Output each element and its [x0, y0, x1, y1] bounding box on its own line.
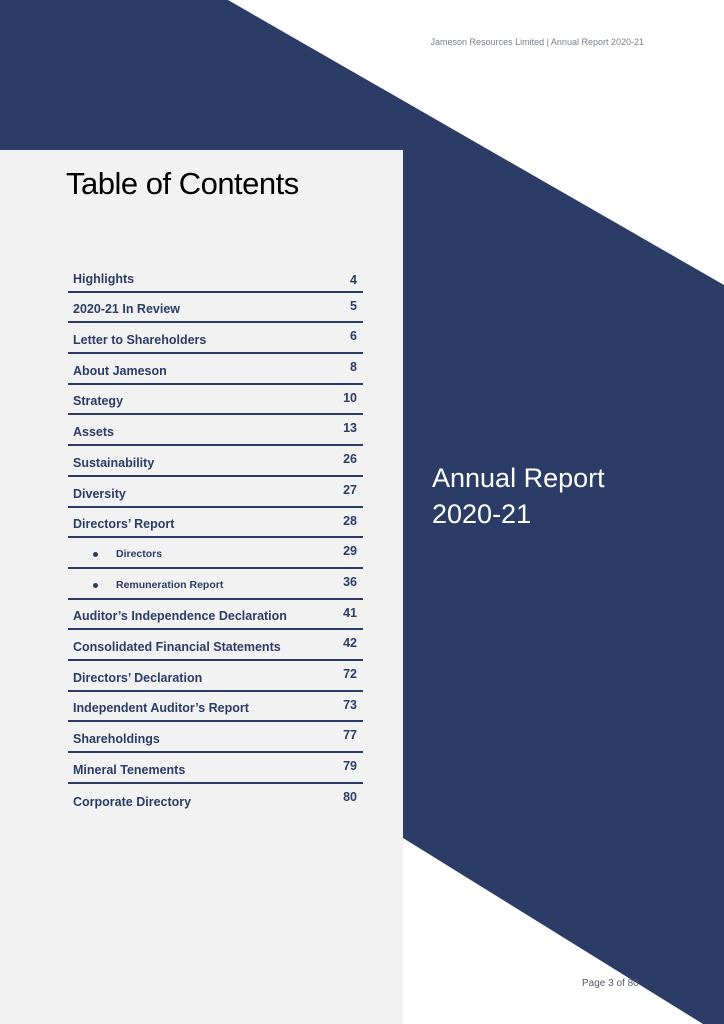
toc-item-label: Independent Auditor’s Report: [73, 701, 249, 716]
toc-item-label: Directors’ Declaration: [73, 670, 203, 685]
toc-item[interactable]: Sustainability 26: [68, 446, 363, 477]
toc-item-label: Mineral Tenements: [73, 762, 186, 777]
running-header: Jameson Resources Limited | Annual Repor…: [430, 37, 644, 47]
toc-item-label: Shareholdings: [73, 732, 160, 746]
toc-item[interactable]: Mineral Tenements 79: [68, 753, 363, 784]
bullet-icon: [93, 551, 98, 557]
toc-subitem[interactable]: Remuneration Report 36: [68, 569, 363, 600]
toc-item-label: Directors: [116, 547, 163, 560]
toc-item-page: 26: [343, 452, 357, 467]
toc-item-page: 13: [343, 421, 357, 436]
page-number: Page 3 of 80: [582, 978, 639, 989]
toc-item[interactable]: Directors’ Report 28: [68, 508, 363, 539]
toc-item-page: 36: [343, 574, 357, 589]
toc-item-label: Sustainability: [73, 455, 155, 470]
toc-item-page: 29: [343, 544, 357, 559]
toc-item-page: 27: [343, 482, 357, 497]
toc-item[interactable]: Consolidated Financial Statements 42: [68, 630, 363, 661]
bullet-icon: [93, 582, 98, 588]
cover-title-line1: Annual Report: [432, 463, 605, 493]
toc-item[interactable]: Shareholdings 77: [68, 722, 363, 753]
toc-item-page: 6: [350, 329, 357, 344]
toc-item-page: 5: [350, 298, 357, 313]
toc-item-page: 4: [350, 273, 357, 287]
toc-item-label: Corporate Directory: [73, 795, 192, 810]
toc-item[interactable]: About Jameson 8: [68, 354, 363, 385]
toc-item-label: Remuneration Report: [116, 578, 224, 591]
toc-item-page: 42: [343, 636, 357, 651]
toc-item-label: Letter to Shareholders: [73, 333, 207, 348]
toc-item-page: 73: [343, 697, 357, 712]
cover-title: Annual Report 2020-21: [432, 460, 605, 532]
toc-item-page: 80: [343, 789, 357, 804]
toc-item[interactable]: Diversity 27: [68, 477, 363, 508]
toc-item-page: 10: [343, 390, 357, 405]
toc-item-label: Assets: [73, 425, 114, 440]
toc-item[interactable]: Letter to Shareholders 6: [68, 323, 363, 355]
toc-item[interactable]: Strategy 10: [68, 385, 363, 416]
toc-item-label: Auditor’s Independence Declaration: [73, 609, 287, 624]
toc-item-label: Diversity: [73, 486, 126, 501]
toc-item-label: Consolidated Financial Statements: [73, 639, 281, 654]
toc-item-page: 8: [350, 360, 357, 375]
toc-item-page: 77: [343, 728, 357, 743]
toc-item[interactable]: Highlights 4: [68, 262, 363, 293]
toc-item-page: 41: [343, 605, 357, 620]
toc-item[interactable]: Independent Auditor’s Report 73: [68, 692, 363, 723]
toc-item-label: Directors’ Report: [73, 517, 175, 532]
toc-list: Highlights 4 2020-21 In Review 5 Letter to S…: [68, 262, 363, 814]
toc-item[interactable]: 2020-21 In Review 5: [68, 293, 363, 324]
toc-subitem[interactable]: Directors 29: [68, 538, 363, 569]
toc-item-label: 2020-21 In Review: [73, 302, 181, 317]
toc-item-label: Highlights: [73, 271, 135, 286]
cover-title-line2: 2020-21: [432, 499, 532, 529]
toc-item-page: 28: [343, 513, 357, 528]
toc-item-label: About Jameson: [73, 363, 167, 378]
toc-panel: [0, 150, 403, 1024]
toc-item[interactable]: Corporate Directory 80: [68, 784, 363, 815]
page-title: Table of Contents: [66, 166, 299, 201]
toc-item-page: 72: [343, 666, 357, 681]
toc-item-page: 79: [343, 759, 357, 773]
toc-item[interactable]: Directors’ Declaration 72: [68, 661, 363, 692]
toc-item-label: Strategy: [73, 394, 124, 409]
toc-item[interactable]: Assets 13: [68, 415, 363, 447]
toc-item[interactable]: Auditor’s Independence Declaration 41: [68, 600, 363, 631]
